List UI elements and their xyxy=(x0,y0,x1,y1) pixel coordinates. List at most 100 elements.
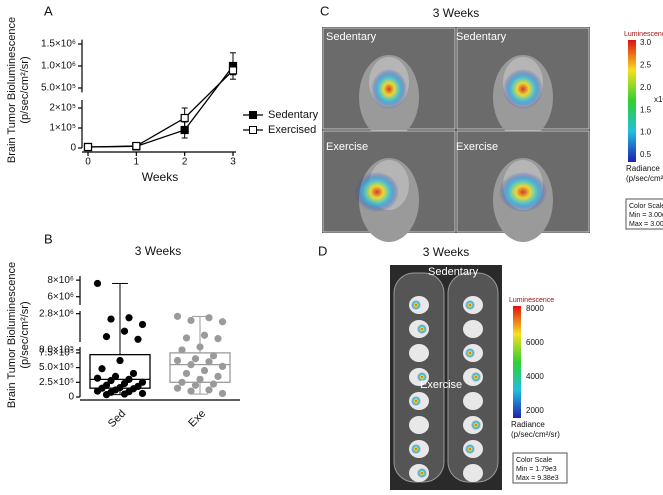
data-point xyxy=(187,387,195,395)
image-label: Exercise xyxy=(326,141,368,153)
signal xyxy=(355,172,399,212)
series-line xyxy=(87,69,234,148)
data-point xyxy=(107,315,115,323)
data-point xyxy=(196,375,204,383)
data-point xyxy=(200,366,209,375)
colorbar-tick-label: 6000 xyxy=(526,338,544,347)
y-tick-label: 1.0×10⁶ xyxy=(41,61,76,72)
colorbar-title: Luminescence xyxy=(624,31,663,38)
colorbar-tick-label: 1.5 xyxy=(640,105,652,114)
y-tick-label: 2.5×10⁵ xyxy=(39,377,74,388)
y-tick-label: 2×10⁵ xyxy=(49,103,76,114)
colorbar-tick-label: 2000 xyxy=(526,406,544,415)
brain-slice xyxy=(463,392,483,410)
panel-label: B xyxy=(44,231,53,246)
x-axis-title: Weeks xyxy=(142,170,178,184)
data-point xyxy=(138,389,147,398)
marker xyxy=(228,66,238,75)
marker xyxy=(180,113,189,123)
x-tick-label: Exe xyxy=(186,408,208,430)
y-tick-label: 1.5×10⁶ xyxy=(41,39,76,50)
signal xyxy=(417,468,427,478)
data-point xyxy=(214,335,222,343)
data-point xyxy=(93,387,102,395)
colorbar-tick-label: 3.0 xyxy=(640,38,652,47)
brain-slice xyxy=(463,320,483,338)
signal xyxy=(417,372,427,382)
y-tick-label: 2.8×10⁶ xyxy=(39,308,74,319)
scale-box xyxy=(512,452,568,484)
signal xyxy=(471,420,481,430)
x-tick-label: 2 xyxy=(182,157,188,168)
image-label: Sedentary xyxy=(456,31,507,43)
signal xyxy=(465,444,475,454)
y-tick-label: 0 xyxy=(70,143,76,154)
data-point xyxy=(173,312,182,320)
y-tick-label: 0 xyxy=(68,392,74,403)
signal xyxy=(417,324,427,334)
data-point xyxy=(205,386,213,394)
colorbar-tick-label: 4000 xyxy=(526,372,544,381)
colorbar-unit-title: Radiance xyxy=(626,164,660,173)
data-point xyxy=(129,369,138,378)
series-line xyxy=(87,65,234,148)
scale-box xyxy=(625,198,663,230)
data-point xyxy=(98,365,106,373)
colorbar-tick-label: 1.0 xyxy=(640,128,652,137)
signal xyxy=(503,69,543,109)
data-point xyxy=(138,320,147,329)
signal xyxy=(411,444,421,454)
scale-title: Color Scale xyxy=(516,457,552,464)
panel-title: 3 Weeks xyxy=(423,245,469,259)
y-tick-label: 1×10⁵ xyxy=(49,123,76,134)
image-label: Exercise xyxy=(420,379,462,391)
data-point xyxy=(134,335,142,343)
panel-label: D xyxy=(318,243,327,258)
signal xyxy=(499,172,547,212)
data-point xyxy=(93,279,102,288)
y-tick-label: 5.0×10⁵ xyxy=(39,362,74,373)
x-tick-label: 3 xyxy=(230,157,236,168)
signal xyxy=(371,69,407,109)
y-tick-label: 5.0×10⁵ xyxy=(41,83,76,94)
data-point xyxy=(191,381,200,389)
signal xyxy=(411,300,421,310)
colorbar-tick-label: 2.0 xyxy=(640,83,652,92)
image-label: Sedentary xyxy=(428,266,479,278)
data-point xyxy=(187,361,195,369)
data-point xyxy=(102,333,111,341)
y-tick-label: 7.5×10⁵ xyxy=(39,348,74,359)
y-axis-title: Brain Tumor Bioluminescence (p/sec/cm²/sr… xyxy=(6,262,31,408)
brain-slice xyxy=(463,464,483,482)
data-point xyxy=(178,378,186,386)
y-axis-title-line: Brain Tumor Bioluminescence xyxy=(6,262,18,408)
colorbar-multiplier: x10⁵ xyxy=(654,95,663,104)
data-point xyxy=(107,376,115,385)
panel-title: 3 Weeks xyxy=(433,6,479,20)
signal xyxy=(471,372,481,382)
panel-title: 3 Weeks xyxy=(135,244,181,258)
y-tick-label: 8×10⁶ xyxy=(47,275,74,286)
data-point xyxy=(218,318,227,326)
y-tick-label: 6×10⁶ xyxy=(47,291,74,302)
colorbar-tick-label: 0.5 xyxy=(640,150,652,159)
signal xyxy=(411,396,421,406)
data-point xyxy=(182,369,191,378)
data-point xyxy=(200,331,209,339)
panel-label: A xyxy=(44,3,53,18)
data-point xyxy=(182,334,191,342)
y-axis-title: Brain Tumor Bioluminescence (p/sec/cm²/sr… xyxy=(6,17,31,163)
signal xyxy=(465,300,475,310)
legend-label: Exercised xyxy=(268,124,316,136)
data-point xyxy=(116,356,124,365)
brain-slice xyxy=(409,344,429,362)
x-tick-label: Sed xyxy=(106,408,128,430)
data-point xyxy=(93,374,102,382)
colorbar-tick-label: 2.5 xyxy=(640,61,652,70)
data-point xyxy=(205,358,213,366)
data-point xyxy=(191,355,200,363)
data-point xyxy=(125,314,133,322)
legend-marker xyxy=(249,126,257,134)
brain-slice xyxy=(409,416,429,434)
